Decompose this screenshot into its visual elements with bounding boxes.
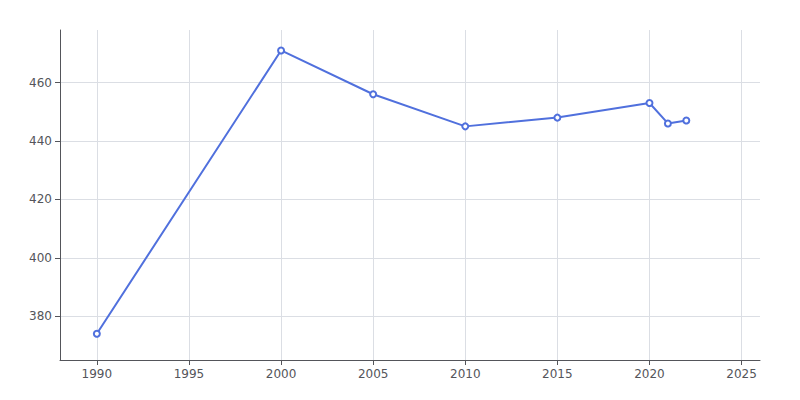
svg-text:380: 380	[29, 309, 52, 323]
svg-text:2010: 2010	[450, 367, 481, 381]
svg-text:1995: 1995	[174, 367, 205, 381]
svg-text:460: 460	[29, 76, 52, 90]
svg-text:400: 400	[29, 251, 52, 265]
svg-text:1990: 1990	[82, 367, 113, 381]
svg-text:420: 420	[29, 192, 52, 206]
svg-text:2000: 2000	[266, 367, 297, 381]
svg-text:2015: 2015	[542, 367, 573, 381]
svg-text:2020: 2020	[634, 367, 665, 381]
svg-text:440: 440	[29, 134, 52, 148]
svg-text:2005: 2005	[358, 367, 389, 381]
svg-text:2025: 2025	[726, 367, 757, 381]
